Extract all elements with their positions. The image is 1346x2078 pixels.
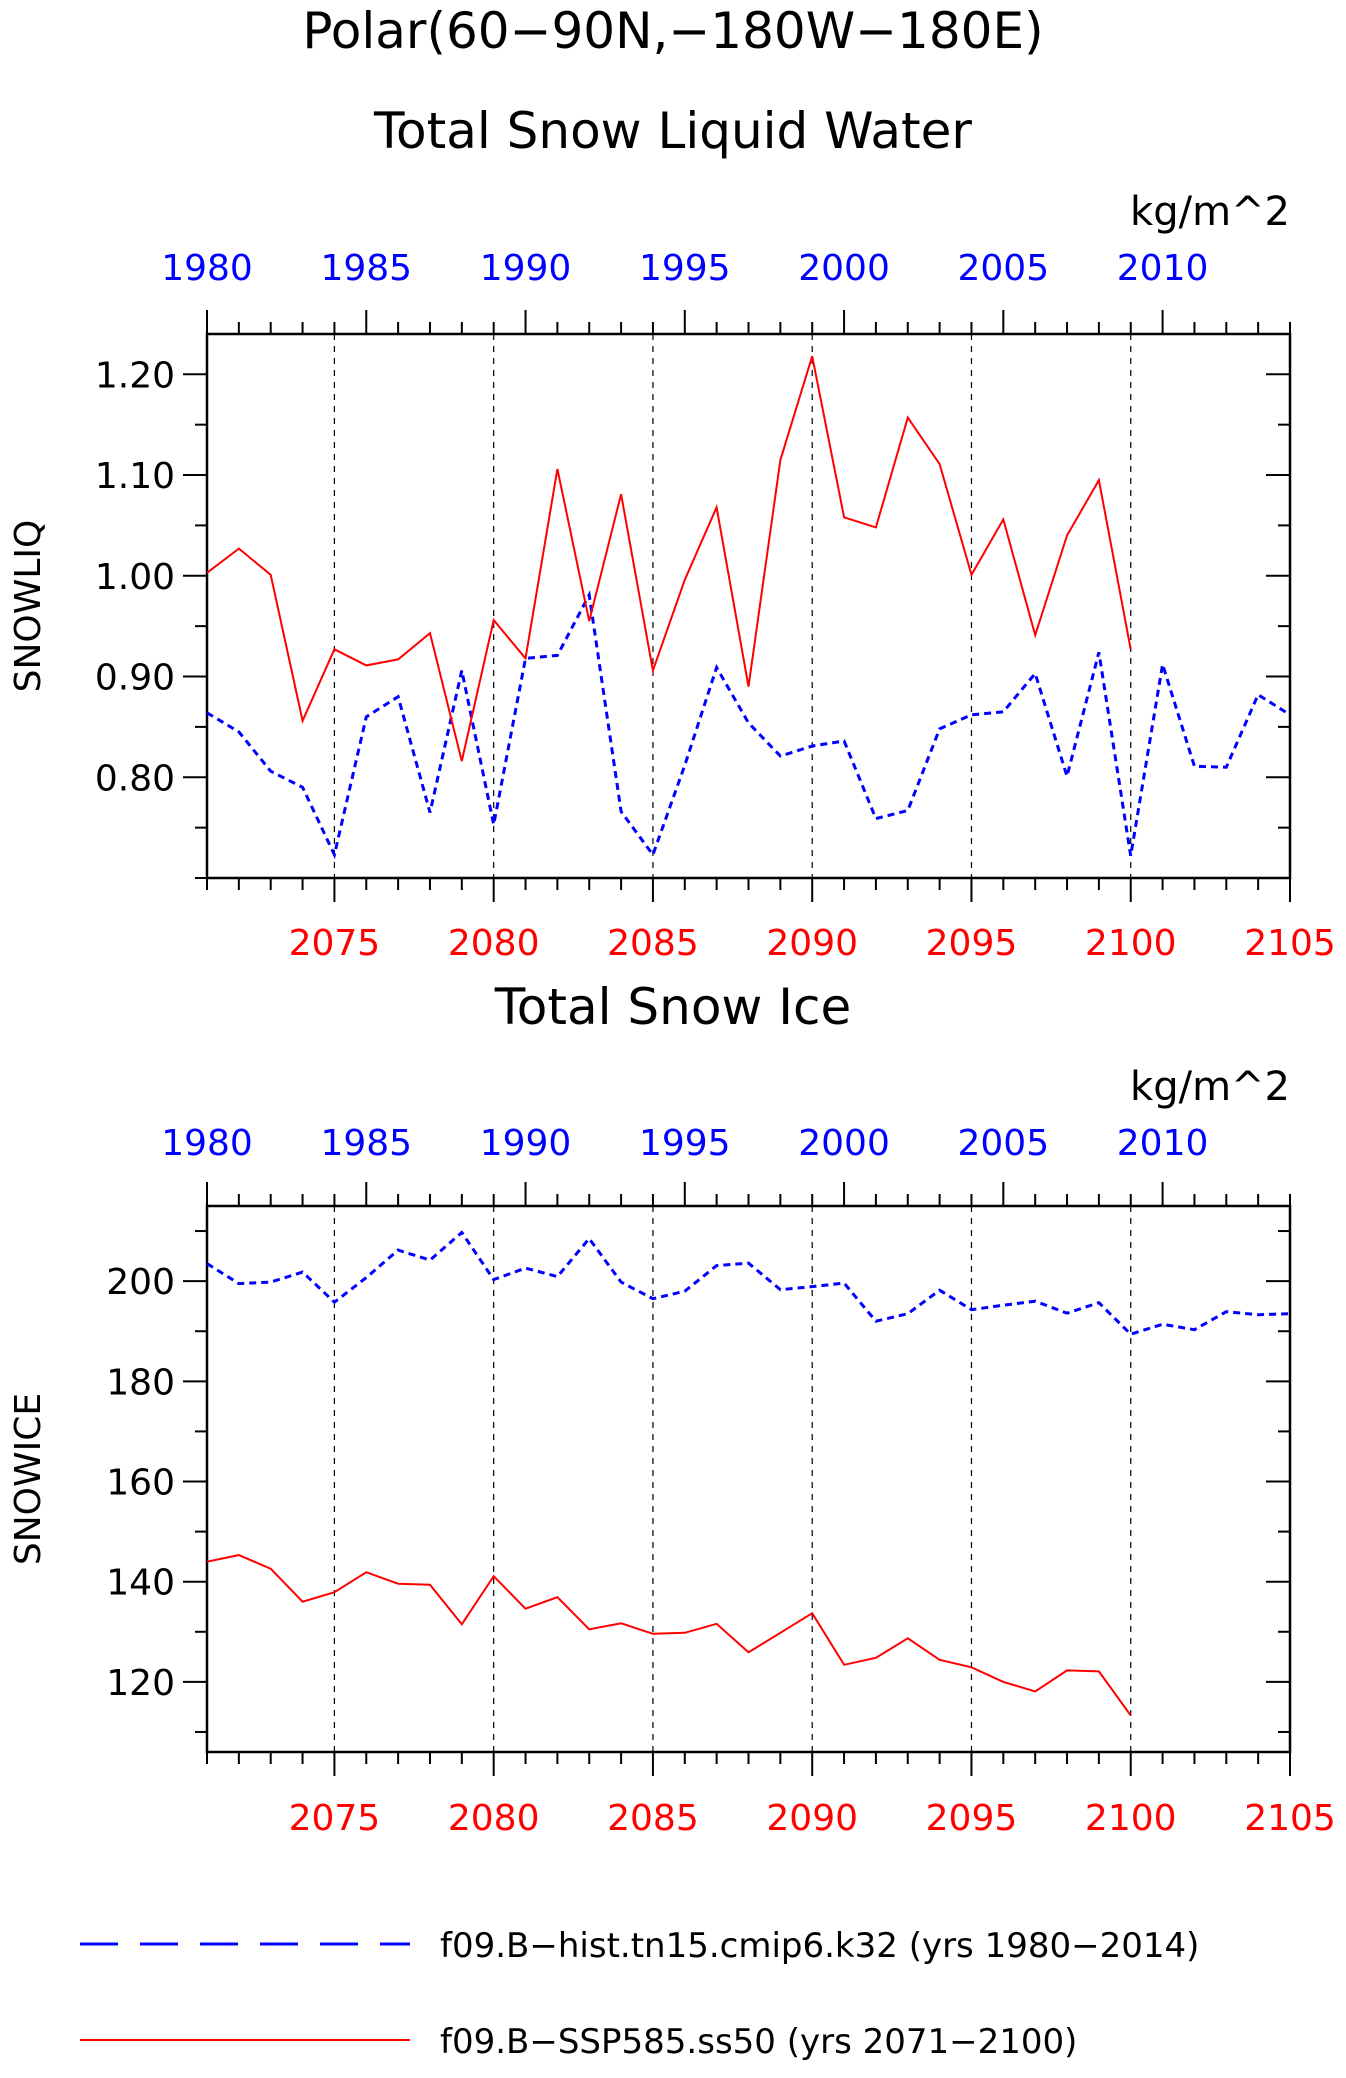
top-tick-label: 1980 [161, 1123, 253, 1164]
y-axis-label: SNOWICE [8, 1393, 49, 1565]
series-line-ssp585 [206, 355, 1132, 762]
legend-label-2: f09.B−SSP585.ss50 (yrs 2071−2100) [440, 2022, 1077, 2062]
plot-frame [205, 332, 1292, 880]
top-tick-label: 2000 [798, 248, 890, 289]
x-tick-label: 2095 [926, 1798, 1018, 1839]
y-tick-label: 120 [106, 1663, 175, 1704]
plot-frame [205, 1204, 1292, 1754]
units-label: kg/m^2 [1130, 1064, 1290, 1110]
top-tick-label: 1990 [480, 248, 572, 289]
x-tick-label: 2105 [1244, 1798, 1336, 1839]
chart-panel-2: Total Snow Ice kg/m^2 SNOWICE 2075 2080 2085 2… [8, 978, 1336, 1839]
top-tick-label: 1985 [320, 248, 412, 289]
top-tick-label: 2010 [1117, 1123, 1209, 1164]
x-tick-label: 2100 [1085, 923, 1177, 964]
chart-panel-1: Total Snow Liquid Water kg/m^2 SNOWLIQ 2075… [8, 102, 1336, 964]
top-tick-label: 1985 [320, 1123, 412, 1164]
x-tick-label: 2100 [1085, 1798, 1177, 1839]
series-line-ssp585 [206, 1554, 1132, 1716]
series-line-hist [206, 1230, 1291, 1336]
legend-label-1: f09.B−hist.tn15.cmip6.k32 (yrs 1980−2014… [440, 1926, 1199, 1966]
top-tick-label: 2005 [958, 248, 1050, 289]
series-line-hist [206, 590, 1291, 860]
top-tick-label: 2000 [798, 1123, 890, 1164]
y-tick-label: 180 [106, 1362, 175, 1403]
top-tick-label: 1990 [480, 1123, 572, 1164]
x-tick-label: 2075 [289, 923, 381, 964]
x-tick-label: 2105 [1244, 923, 1336, 964]
y-tick-label: 1.10 [95, 456, 175, 497]
x-tick-label: 2095 [926, 923, 1018, 964]
y-tick-label: 0.80 [95, 758, 175, 799]
x-tick-label: 2085 [607, 923, 699, 964]
y-tick-label: 1.00 [95, 557, 175, 598]
figure-title: Polar(60−90N,−180W−180E) [302, 2, 1043, 60]
y-axis-label: SNOWLIQ [8, 520, 49, 693]
y-tick-label: 1.20 [95, 355, 175, 396]
top-tick-label: 2010 [1117, 248, 1209, 289]
top-tick-label: 1980 [161, 248, 253, 289]
x-tick-label: 2075 [289, 1798, 381, 1839]
y-tick-label: 140 [106, 1563, 175, 1604]
y-tick-label: 0.90 [95, 658, 175, 699]
y-tick-label: 160 [106, 1463, 175, 1504]
top-tick-label: 1995 [639, 248, 731, 289]
x-tick-label: 2080 [448, 1798, 540, 1839]
top-tick-label: 2005 [958, 1123, 1050, 1164]
top-tick-label: 1995 [639, 1123, 731, 1164]
y-tick-label: 200 [106, 1262, 175, 1303]
chart-title: Total Snow Liquid Water [373, 102, 972, 160]
units-label: kg/m^2 [1130, 189, 1290, 235]
legend: f09.B−hist.tn15.cmip6.k32 (yrs 1980−2014… [80, 1926, 1199, 2062]
x-tick-label: 2090 [766, 923, 858, 964]
x-tick-label: 2085 [607, 1798, 699, 1839]
x-tick-label: 2090 [766, 1798, 858, 1839]
chart-title: Total Snow Ice [494, 978, 851, 1036]
x-tick-label: 2080 [448, 923, 540, 964]
